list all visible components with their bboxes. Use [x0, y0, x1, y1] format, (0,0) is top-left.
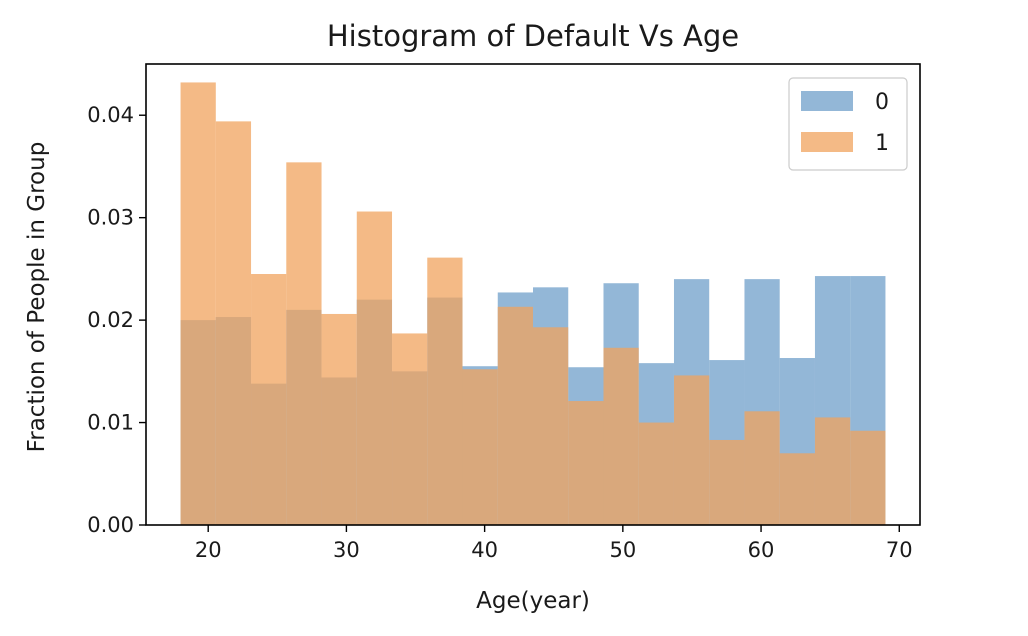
y-axis-label: Fraction of People in Group: [24, 142, 50, 453]
chart-title: Histogram of Default Vs Age: [327, 19, 739, 53]
x-tick-label-4: 60: [748, 538, 775, 562]
legend-label-0: 0: [875, 90, 889, 115]
x-tick-label-0: 20: [195, 538, 222, 562]
x-tick-label-2: 40: [471, 538, 498, 562]
bar-series-1-bin-3: [286, 162, 322, 525]
bar-series-1-bin-16: [744, 411, 780, 525]
bar-series-1-bin-15: [709, 439, 745, 525]
legend-label-1: 1: [875, 131, 889, 156]
legend-swatch-0: [801, 91, 853, 111]
bar-series-1-bin-11: [568, 401, 604, 525]
y-tick-label-0: 0.00: [87, 513, 134, 537]
bars-layer: [180, 82, 886, 525]
x-tick-label-1: 30: [333, 538, 360, 562]
bar-series-1-bin-18: [814, 417, 851, 525]
bar-series-1-bin-9: [497, 306, 533, 525]
bar-series-1-bin-0: [180, 82, 216, 525]
bar-series-1-bin-19: [850, 430, 886, 525]
bar-series-1-bin-17: [779, 453, 815, 525]
bar-series-1-bin-14: [673, 375, 710, 525]
legend-swatch-1: [801, 132, 853, 152]
x-tick-label-3: 50: [609, 538, 636, 562]
bar-series-1-bin-2: [251, 274, 287, 525]
bar-series-1-bin-7: [427, 257, 463, 525]
bar-series-1-bin-6: [392, 333, 428, 525]
y-tick-label-2: 0.02: [87, 308, 134, 332]
y-tick-label-3: 0.03: [87, 206, 134, 230]
x-tick-label-5: 70: [886, 538, 913, 562]
bar-series-1-bin-13: [638, 422, 674, 525]
bar-series-1-bin-10: [533, 327, 569, 525]
bar-series-1-bin-12: [603, 347, 639, 525]
bar-series-1-bin-5: [356, 211, 393, 525]
x-axis-label: Age(year): [476, 588, 590, 614]
y-tick-label-1: 0.01: [87, 411, 134, 435]
bar-series-1-bin-8: [462, 369, 498, 525]
bar-series-1-bin-1: [215, 121, 252, 525]
ticks-layer: 20 30 40 50 60 70 0.00 0.01 0.02 0.03 0.04: [87, 103, 912, 562]
legend: 0 1: [788, 77, 908, 171]
bar-series-1-bin-4: [321, 313, 357, 525]
plot-frame: [145, 63, 921, 526]
y-tick-label-4: 0.04: [87, 103, 134, 127]
